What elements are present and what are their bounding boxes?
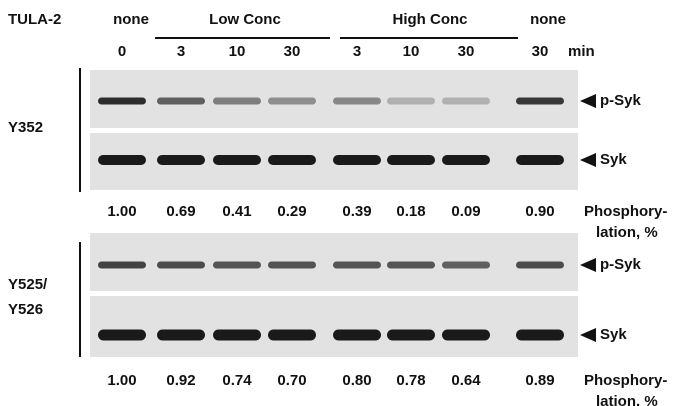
time-label: 30 bbox=[458, 43, 475, 60]
phosphorylation-label: Phosphory- bbox=[584, 203, 667, 220]
site-label: Y526 bbox=[8, 301, 43, 318]
phosphorylation-label: lation. % bbox=[596, 393, 658, 406]
arrowhead bbox=[580, 94, 596, 108]
phosphorylation-value: 0.92 bbox=[166, 372, 195, 389]
phosphorylation-value: 0.41 bbox=[222, 203, 251, 220]
phosphorylation-value: 0.09 bbox=[451, 203, 480, 220]
band bbox=[442, 97, 490, 105]
blot bbox=[90, 296, 578, 357]
phosphorylation-value: 1.00 bbox=[107, 372, 136, 389]
band bbox=[333, 97, 381, 105]
time-label: 30 bbox=[532, 43, 549, 60]
band bbox=[268, 261, 316, 269]
blot-label: p-Syk bbox=[600, 256, 642, 273]
band bbox=[157, 261, 205, 269]
arrowhead bbox=[580, 153, 596, 167]
time-label: 30 bbox=[284, 43, 301, 60]
group-label: none bbox=[113, 11, 149, 28]
phosphorylation-value: 0.89 bbox=[525, 372, 554, 389]
treatment-label: TULA-2 bbox=[8, 11, 61, 28]
band bbox=[157, 155, 205, 165]
phosphorylation-value: 0.90 bbox=[525, 203, 554, 220]
phosphorylation-value: 0.80 bbox=[342, 372, 371, 389]
time-label: 10 bbox=[229, 43, 246, 60]
band bbox=[387, 261, 435, 269]
band bbox=[98, 329, 146, 341]
group-label: High Conc bbox=[393, 11, 468, 28]
band bbox=[333, 261, 381, 269]
band bbox=[387, 329, 435, 341]
phosphorylation-value: 0.78 bbox=[396, 372, 425, 389]
phosphorylation-value: 0.74 bbox=[222, 372, 252, 389]
band bbox=[157, 329, 205, 341]
arrowhead bbox=[580, 258, 596, 272]
band bbox=[442, 155, 490, 165]
band bbox=[333, 329, 381, 341]
time-label: 3 bbox=[353, 43, 361, 60]
time-label: 0 bbox=[118, 43, 126, 60]
time-label: 10 bbox=[403, 43, 420, 60]
phosphorylation-label: Phosphory- bbox=[584, 372, 667, 389]
group-label: none bbox=[530, 11, 566, 28]
band bbox=[213, 97, 261, 105]
band bbox=[98, 261, 146, 269]
band bbox=[387, 97, 435, 105]
site-label: Y352 bbox=[8, 119, 43, 136]
band bbox=[157, 97, 205, 105]
phosphorylation-value: 0.70 bbox=[277, 372, 306, 389]
time-unit: min bbox=[568, 43, 595, 60]
site-label: Y525/ bbox=[8, 276, 48, 293]
band bbox=[516, 261, 564, 269]
phosphorylation-value: 0.69 bbox=[166, 203, 195, 220]
group-label: Low Conc bbox=[209, 11, 281, 28]
band bbox=[442, 329, 490, 341]
band bbox=[213, 155, 261, 165]
band bbox=[213, 329, 261, 341]
band bbox=[268, 97, 316, 105]
band bbox=[213, 261, 261, 269]
phosphorylation-value: 1.00 bbox=[107, 203, 136, 220]
blot-label: Syk bbox=[600, 326, 627, 343]
band bbox=[516, 97, 564, 105]
band bbox=[516, 329, 564, 341]
phosphorylation-value: 0.18 bbox=[396, 203, 425, 220]
phosphorylation-label: lation, % bbox=[596, 224, 658, 241]
band bbox=[268, 329, 316, 341]
band bbox=[268, 155, 316, 165]
time-label: 3 bbox=[177, 43, 185, 60]
band bbox=[516, 155, 564, 165]
phosphorylation-value: 0.64 bbox=[451, 372, 481, 389]
band bbox=[98, 155, 146, 165]
blot-label: p-Syk bbox=[600, 92, 642, 109]
band bbox=[442, 261, 490, 269]
band bbox=[98, 97, 146, 105]
phosphorylation-value: 0.29 bbox=[277, 203, 306, 220]
arrowhead bbox=[580, 328, 596, 342]
blot-label: Syk bbox=[600, 151, 627, 168]
band bbox=[333, 155, 381, 165]
phosphorylation-value: 0.39 bbox=[342, 203, 371, 220]
band bbox=[387, 155, 435, 165]
